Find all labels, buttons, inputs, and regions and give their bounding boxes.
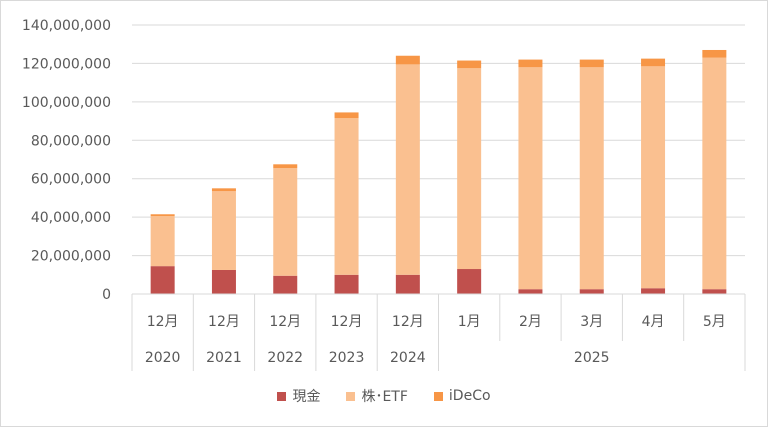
bar-segment-cash (457, 269, 482, 294)
x-tick-label: 4月 (642, 314, 665, 330)
bar-segment-stocks (150, 216, 175, 267)
x-tick-label: 1月 (458, 314, 481, 330)
bar-segment-cash (702, 289, 727, 294)
bar-segment-cash (273, 275, 298, 294)
bar-segment-cash (579, 289, 604, 294)
bar-segment-stocks (334, 118, 359, 275)
bar-segment-stocks (579, 67, 604, 290)
bar-segment-stocks (518, 67, 543, 290)
y-tick-label: 0 (102, 287, 111, 303)
bar-segment-ideco (641, 58, 666, 67)
bars (150, 49, 727, 294)
x-tick-label: 12月 (147, 314, 179, 330)
x-tick-label: 5月 (703, 314, 726, 330)
legend-item-cash: 現金 (277, 386, 320, 406)
bar-segment-ideco (518, 59, 543, 68)
bar-segment-stocks (641, 66, 666, 289)
y-tick-label: 100,000,000 (22, 95, 111, 111)
x-tick-label: 2月 (519, 314, 542, 330)
legend-label-ideco: iDeCo (448, 388, 491, 404)
legend-swatch-stocks (346, 391, 356, 401)
year-group-label: 2020 (145, 350, 181, 366)
x-tick-label: 12月 (208, 314, 240, 330)
bar-segment-cash (211, 269, 236, 294)
bar-segment-stocks (395, 64, 420, 275)
bar-segment-stocks (273, 168, 298, 276)
x-axis: 12月 12月 12月 12月 12月 1月 2月 3月 4月 5月 2020 2021 2022 202… (131, 293, 746, 371)
legend-label-cash: 現金 (292, 389, 321, 405)
x-tick-label: 12月 (269, 314, 301, 330)
bar-segment-ideco (150, 214, 175, 217)
bar-segment-ideco (702, 49, 727, 58)
legend-swatch-ideco (433, 391, 443, 401)
bar-segment-ideco (395, 55, 420, 65)
legend-item-ideco: iDeCo (433, 386, 491, 406)
bar-segment-ideco (457, 60, 482, 69)
legend-swatch-cash (277, 391, 287, 401)
y-tick-label: 140,000,000 (22, 18, 111, 34)
bar-segment-stocks (211, 191, 236, 270)
y-tick-label: 60,000,000 (31, 172, 111, 188)
bar-segment-ideco (273, 164, 298, 169)
bar-segment-ideco (579, 59, 604, 68)
legend-label-stocks: 株･ETF (361, 389, 408, 405)
x-tick-label: 12月 (392, 314, 424, 330)
year-group-label: 2022 (267, 350, 303, 366)
year-group-label: 2021 (206, 350, 242, 366)
y-tick-label: 40,000,000 (31, 210, 111, 226)
year-group-label: 2024 (390, 350, 426, 366)
bar-segment-cash (395, 274, 420, 294)
bar-segment-stocks (457, 68, 482, 270)
y-axis: 0 20,000,000 40,000,000 60,000,000 80,000,00… (22, 18, 111, 303)
bar-segment-stocks (702, 57, 727, 290)
bar-segment-ideco (211, 188, 236, 192)
bar-segment-cash (518, 289, 543, 294)
y-tick-label: 80,000,000 (31, 133, 111, 149)
legend: 現金 株･ETF iDeCo (0, 386, 768, 406)
bar-segment-ideco (334, 112, 359, 119)
bar-segment-cash (641, 288, 666, 294)
year-group-label: 2025 (574, 350, 610, 366)
bar-segment-cash (334, 274, 359, 294)
y-tick-label: 20,000,000 (31, 249, 111, 265)
x-tick-label: 12月 (331, 314, 363, 330)
x-tick-label: 3月 (580, 314, 603, 330)
year-group-label: 2023 (329, 350, 365, 366)
y-tick-label: 120,000,000 (22, 56, 111, 72)
bar-segment-cash (150, 266, 175, 294)
legend-item-stocks: 株･ETF (346, 386, 408, 406)
